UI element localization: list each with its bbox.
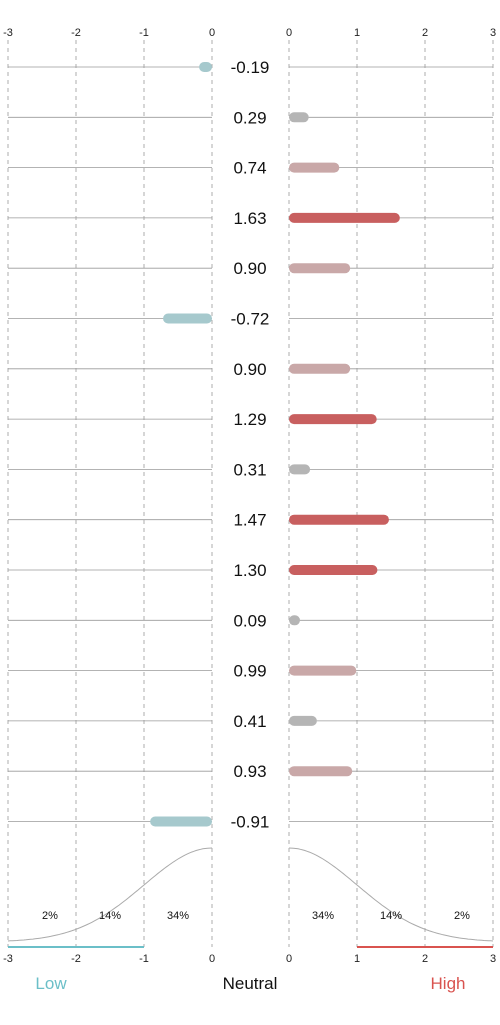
left-top-tick-label: -2 [71,27,81,39]
right-distribution-curve [288,847,494,942]
value-label: 0.90 [233,360,266,379]
axis-layer: -3 -3 -2 -2 -1 -1 0 0 0 0 1 1 2 2 3 3 [3,27,496,965]
right-percent-label: 2% [454,910,470,922]
left-top-tick-label: -1 [139,27,149,39]
right-bottom-tick-label: 3 [490,953,496,965]
left-percent-label: 34% [167,910,189,922]
value-label-layer: -0.19 0.29 0.74 1.63 0.90 -0.72 0.90 1.29 0.31 1.… [231,58,270,832]
right-percent-label: 14% [380,910,402,922]
left-top-tick-label: 0 [209,27,215,39]
left-bottom-tick-label: 0 [209,953,215,965]
value-label: 1.29 [233,410,266,429]
value-label: 0.99 [233,662,266,681]
value-label: -0.19 [231,58,270,77]
value-label: -0.91 [231,813,270,832]
high-label: High [431,974,466,993]
right-percent-label: 34% [312,910,334,922]
left-bottom-tick-label: -2 [71,953,81,965]
left-bottom-tick-label: -3 [3,953,13,965]
right-top-tick-label: 0 [286,27,292,39]
footer-layer: Low Neutral High [35,974,465,993]
value-label: 0.41 [233,712,266,731]
right-bottom-tick-label: 2 [422,953,428,965]
bar-layer [150,62,400,827]
value-label: 1.63 [233,209,266,228]
value-label: 1.47 [233,511,266,530]
value-label: 0.31 [233,460,266,479]
distribution-layer: 2% 14% 34% 34% 14% 2% [7,847,494,948]
right-top-tick-label: 3 [490,27,496,39]
left-distribution-curve [7,847,213,942]
right-top-tick-label: 2 [422,27,428,39]
value-label: -0.72 [231,310,270,329]
left-bottom-tick-label: -1 [139,953,149,965]
left-percent-label: 2% [42,910,58,922]
left-percent-label: 14% [99,910,121,922]
value-label: 0.74 [233,159,266,178]
value-label: 0.29 [233,108,266,127]
right-bottom-tick-label: 0 [286,953,292,965]
right-bottom-tick-label: 1 [354,953,360,965]
value-label: 0.93 [233,762,266,781]
value-label: 1.30 [233,561,266,580]
value-label: 0.09 [233,611,266,630]
neutral-label: Neutral [223,974,278,993]
left-top-tick-label: -3 [3,27,13,39]
right-top-tick-label: 1 [354,27,360,39]
value-label: 0.90 [233,259,266,278]
low-label: Low [35,974,67,993]
